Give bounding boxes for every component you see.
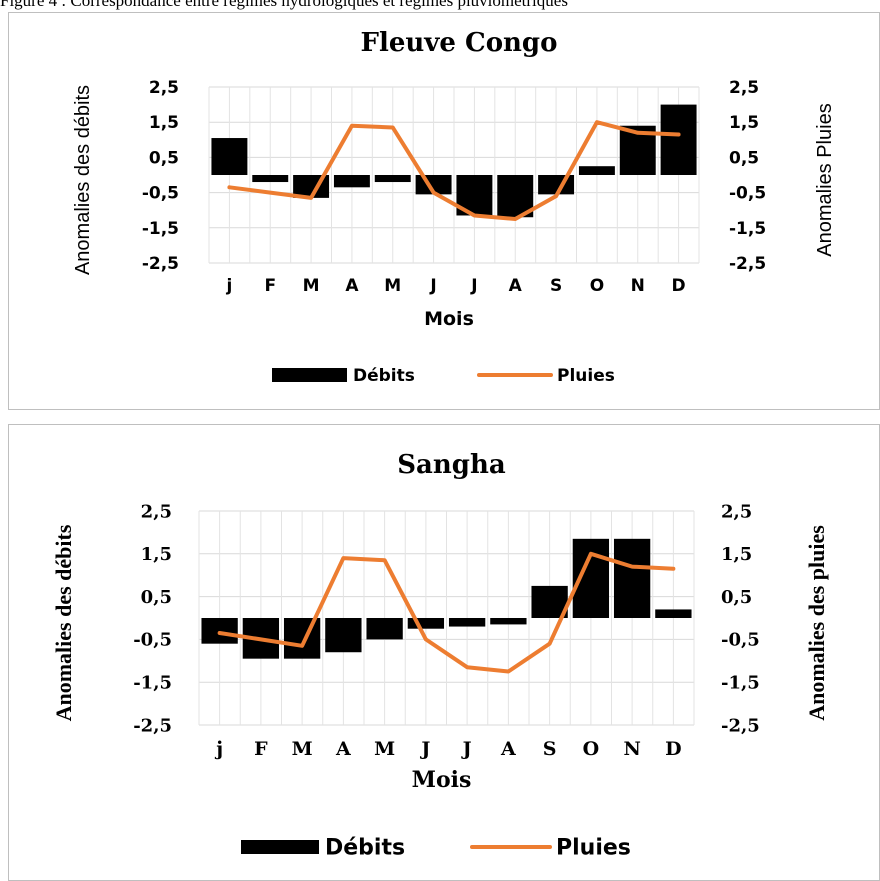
x-tick-label: J bbox=[419, 738, 430, 760]
legend-swatch-debits bbox=[272, 368, 347, 382]
chart-title: Sangha bbox=[397, 450, 506, 480]
bar-debits bbox=[325, 618, 362, 653]
x-tick-label: j bbox=[214, 738, 223, 760]
y-tick-label-left: -0,5 bbox=[133, 630, 172, 651]
figure-caption: Figure 4 : Correspondance entre régimes … bbox=[0, 0, 568, 10]
bar-debits bbox=[366, 618, 403, 640]
legend-label-pluies: Pluies bbox=[556, 836, 631, 861]
bar-debits bbox=[490, 618, 527, 625]
line-pluies bbox=[227, 120, 681, 221]
bar-debits bbox=[655, 609, 692, 618]
bar-debits bbox=[252, 175, 289, 183]
chart-fleuve-congo: Fleuve Congo 2,5 2,5 1,5 1,5 0,5 0,5 -0,5 -0,5 -1… bbox=[72, 28, 836, 386]
y-tick-label-left: -0,5 bbox=[142, 184, 179, 204]
x-tick-label: J bbox=[429, 276, 436, 296]
y-tick-label-right: 2,5 bbox=[721, 501, 752, 522]
bar-debits bbox=[613, 538, 651, 618]
x-tick-label: j bbox=[226, 276, 233, 296]
gridlines bbox=[198, 510, 695, 726]
x-tick-label: D bbox=[665, 738, 681, 760]
y-tick-label-right: 1,5 bbox=[721, 544, 752, 565]
y-tick-label-right: -0,5 bbox=[721, 630, 760, 651]
line-pluies bbox=[217, 551, 676, 674]
x-tick-label: S bbox=[550, 276, 562, 296]
x-tick-label: M bbox=[384, 276, 401, 296]
x-tick-label: M bbox=[374, 738, 395, 760]
y-tick-label-left: -2,5 bbox=[142, 254, 179, 274]
chart-sangha: Sangha 2,5 2,5 1,5 1,5 0,5 0,5 -0,5 -0,5 -1,5 -1,5… bbox=[51, 450, 829, 861]
x-tick-label: O bbox=[583, 738, 600, 760]
y-tick-label-left: 1,5 bbox=[149, 113, 179, 133]
y-tick-label-right: -2,5 bbox=[721, 715, 760, 736]
x-tick-label: A bbox=[500, 738, 516, 760]
x-tick-label: F bbox=[264, 276, 276, 296]
y-tick-label-right: -1,5 bbox=[729, 219, 766, 239]
legend: Débits Pluies bbox=[272, 366, 615, 386]
x-tick-label: O bbox=[590, 276, 604, 296]
y-tick-label-right: 0,5 bbox=[721, 587, 752, 608]
bar-debits bbox=[211, 138, 248, 175]
x-tick-label: A bbox=[345, 276, 359, 296]
x-tick-label: A bbox=[509, 276, 523, 296]
x-tick-label: M bbox=[292, 738, 313, 760]
bar-debits bbox=[660, 104, 697, 175]
x-tick-label: A bbox=[335, 738, 351, 760]
y-tick-label-left: -1,5 bbox=[133, 673, 172, 694]
bar-debits bbox=[283, 618, 321, 659]
x-tick-label: J bbox=[470, 276, 477, 296]
y-tick-label-right: -1,5 bbox=[721, 673, 760, 694]
bar-debits bbox=[201, 618, 238, 644]
bar-debits bbox=[407, 618, 445, 629]
x-tick-label: M bbox=[303, 276, 320, 296]
y-axis-label-right: Anomalies des pluies bbox=[804, 525, 829, 721]
y-tick-label-left: -2,5 bbox=[133, 715, 172, 736]
y-tick-label-left: 0,5 bbox=[149, 148, 179, 168]
legend-label-debits: Débits bbox=[325, 836, 405, 861]
legend-swatch-debits bbox=[241, 840, 319, 854]
y-tick-label-left: 0,5 bbox=[141, 587, 172, 608]
y-axis-label-left: Anomalies des débits bbox=[72, 85, 94, 275]
y-tick-label-left: -1,5 bbox=[142, 219, 179, 239]
y-tick-label-right: -0,5 bbox=[729, 184, 766, 204]
bar-debits bbox=[333, 175, 370, 188]
x-axis-label: Mois bbox=[424, 308, 474, 330]
legend-label-pluies: Pluies bbox=[557, 366, 615, 386]
y-tick-label-right: -2,5 bbox=[729, 254, 766, 274]
y-tick-label-right: 0,5 bbox=[729, 148, 759, 168]
x-tick-label: F bbox=[254, 738, 268, 760]
x-tick-label: D bbox=[672, 276, 686, 296]
bar-debits bbox=[578, 166, 615, 175]
y-axis-label-right: Anomalies Pluies bbox=[814, 103, 836, 256]
x-tick-label: J bbox=[461, 738, 472, 760]
x-axis-label: Mois bbox=[412, 767, 472, 793]
y-axis-label-left: Anomalies des débits bbox=[51, 524, 76, 721]
chart-title: Fleuve Congo bbox=[361, 28, 558, 58]
bar-debits bbox=[374, 175, 411, 183]
y-tick-label-left: 2,5 bbox=[141, 501, 172, 522]
x-tick-label: S bbox=[543, 738, 557, 760]
x-tick-label: N bbox=[631, 276, 645, 296]
y-tick-label-right: 2,5 bbox=[729, 78, 759, 98]
bar-debits bbox=[448, 618, 486, 627]
chart-panel-fleuve-congo: Fleuve Congo 2,5 2,5 1,5 1,5 0,5 0,5 -0,5 -0,5 -1… bbox=[8, 12, 880, 410]
bar-debits bbox=[538, 175, 575, 195]
x-tick-label: N bbox=[623, 738, 640, 760]
y-tick-label-right: 1,5 bbox=[729, 113, 759, 133]
y-tick-label-left: 2,5 bbox=[149, 78, 179, 98]
legend: Débits Pluies bbox=[241, 836, 631, 861]
chart-panel-sangha: Sangha 2,5 2,5 1,5 1,5 0,5 0,5 -0,5 -0,5 -1,5 -1,5… bbox=[8, 424, 880, 881]
legend-label-debits: Débits bbox=[353, 366, 415, 386]
y-tick-label-left: 1,5 bbox=[141, 544, 172, 565]
